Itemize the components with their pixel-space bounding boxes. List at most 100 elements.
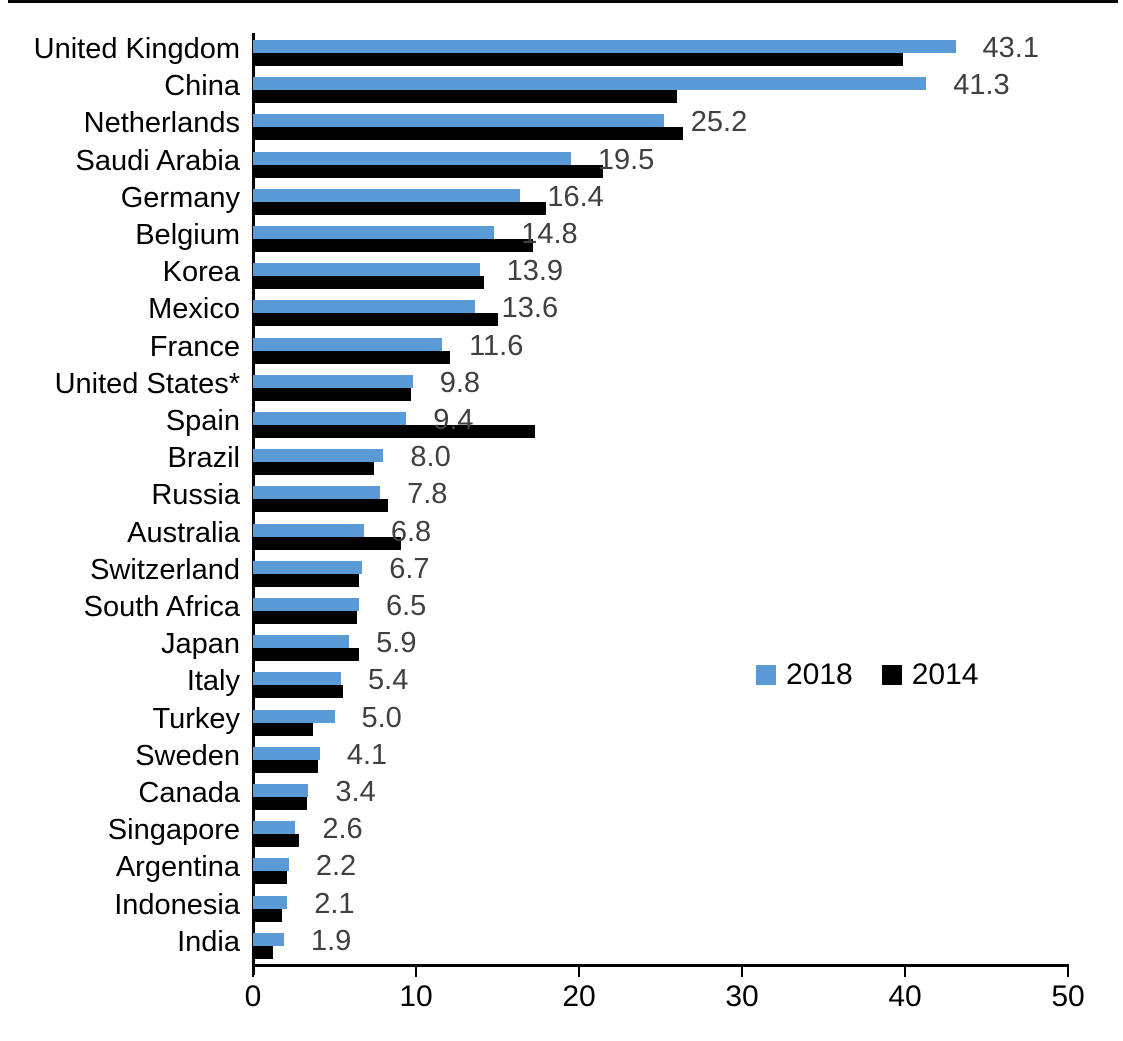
bar-2014 <box>253 462 374 476</box>
x-axis-tick-mark <box>578 964 580 977</box>
chart-row: 19.5 <box>253 145 1068 182</box>
category-label: China <box>164 70 240 103</box>
data-label-2018: 5.0 <box>361 701 402 734</box>
data-label-2018: 2.2 <box>315 850 357 883</box>
category-label: Saudi Arabia <box>75 144 240 177</box>
bar-2014 <box>253 313 498 327</box>
bar-2014 <box>253 871 288 885</box>
chart-row: 3.4 <box>253 777 1068 814</box>
bar-2018 <box>253 412 407 425</box>
legend-label: 2014 <box>911 658 979 691</box>
bar-2018 <box>253 114 664 128</box>
x-axis-tick-label: 50 <box>1051 980 1085 1013</box>
legend-swatch-icon <box>756 665 776 685</box>
bar-2014 <box>253 685 343 699</box>
category-label: Mexico <box>148 293 240 326</box>
bar-2014 <box>253 276 485 290</box>
chart-row: 5.9 <box>253 628 1068 665</box>
x-axis-tick-label: 10 <box>399 980 433 1013</box>
chart-row: 5.4 <box>253 665 1068 702</box>
bar-2018 <box>253 263 480 277</box>
bar-2018 <box>253 858 289 872</box>
bar-2018 <box>253 821 296 835</box>
data-label-2018: 5.4 <box>368 664 409 697</box>
bar-2014 <box>253 573 359 587</box>
bar-2014 <box>253 797 307 810</box>
bar-2014 <box>253 536 402 550</box>
bar-2014 <box>253 239 534 252</box>
legend: 2018 2014 <box>756 660 979 690</box>
data-label-2018: 13.9 <box>506 255 564 288</box>
chart-row: 9.4 <box>253 405 1068 442</box>
chart-row: 43.1 <box>253 33 1068 70</box>
category-label: Belgium <box>135 219 240 251</box>
x-axis-tick-mark <box>415 964 417 977</box>
bar-2014 <box>253 425 535 438</box>
category-label: Argentina <box>115 851 240 884</box>
bar-2014 <box>253 648 359 662</box>
data-label-2018: 41.3 <box>953 69 1010 102</box>
chart-row: 41.3 <box>253 70 1068 107</box>
bar-2018 <box>253 337 443 351</box>
bar-2018 <box>253 709 335 723</box>
category-label: South Africa <box>83 591 240 623</box>
category-label: Indonesia <box>114 888 240 921</box>
data-label-2018: 25.2 <box>690 106 748 139</box>
bar-2018 <box>253 77 927 91</box>
chart-row: 5.0 <box>253 703 1068 740</box>
bar-2018 <box>253 672 342 686</box>
x-axis-tick-label: 0 <box>244 980 262 1013</box>
chart-row: 4.1 <box>253 740 1068 777</box>
x-axis-tick-label: 40 <box>888 980 922 1013</box>
bar-2018 <box>253 635 350 649</box>
bar-2018 <box>253 449 384 463</box>
bar-2018 <box>253 560 363 574</box>
data-label-2018: 6.5 <box>385 590 427 622</box>
chart-row: 8.0 <box>253 442 1068 479</box>
chart-row: 13.9 <box>253 256 1068 293</box>
bar-2014 <box>253 945 273 959</box>
bar-2018 <box>253 374 413 388</box>
x-axis-tick-mark <box>741 964 743 977</box>
category-label: India <box>177 925 240 958</box>
x-axis-tick-label: 30 <box>725 980 759 1013</box>
data-label-2018: 7.8 <box>407 478 448 511</box>
category-label: Sweden <box>135 739 240 772</box>
data-label-2018: 11.6 <box>469 329 524 362</box>
data-label-2018: 19.5 <box>597 143 655 176</box>
legend-label: 2018 <box>786 658 853 691</box>
chart-row: 2.1 <box>253 889 1068 926</box>
bar-2018 <box>253 598 359 611</box>
bar-2014 <box>253 759 319 773</box>
category-label: Russia <box>151 479 240 512</box>
data-label-2018: 6.7 <box>389 552 430 585</box>
bar-2014 <box>253 53 904 66</box>
legend-item: 2014 <box>881 658 979 691</box>
chart-row: 13.6 <box>253 293 1068 330</box>
data-label-2018: 2.6 <box>322 813 363 846</box>
category-label: United Kingdom <box>33 33 240 65</box>
category-label: Switzerland <box>90 553 240 586</box>
bar-2014 <box>253 201 547 215</box>
category-label: France <box>149 330 240 363</box>
bar-2014 <box>253 90 677 104</box>
category-label: United States* <box>54 367 240 400</box>
category-label: Australia <box>127 516 240 549</box>
chart-row: 14.8 <box>253 219 1068 256</box>
bar-2014 <box>253 499 389 513</box>
data-label-2018: 3.4 <box>335 776 376 808</box>
chart-row: 6.5 <box>253 591 1068 628</box>
data-label-2018: 2.1 <box>314 887 355 920</box>
bar-2018 <box>253 226 495 239</box>
chart-row: 2.6 <box>253 814 1068 851</box>
data-label-2018: 8.0 <box>410 441 451 474</box>
data-label-2018: 43.1 <box>982 32 1039 64</box>
category-label: Netherlands <box>83 107 240 140</box>
bar-2014 <box>253 722 314 736</box>
data-label-2018: 14.8 <box>521 218 578 250</box>
bar-2018 <box>253 784 309 797</box>
category-label: Canada <box>138 777 240 809</box>
x-axis-tick-label: 20 <box>562 980 596 1013</box>
category-label: Singapore <box>107 814 240 847</box>
bar-2018 <box>253 486 381 500</box>
